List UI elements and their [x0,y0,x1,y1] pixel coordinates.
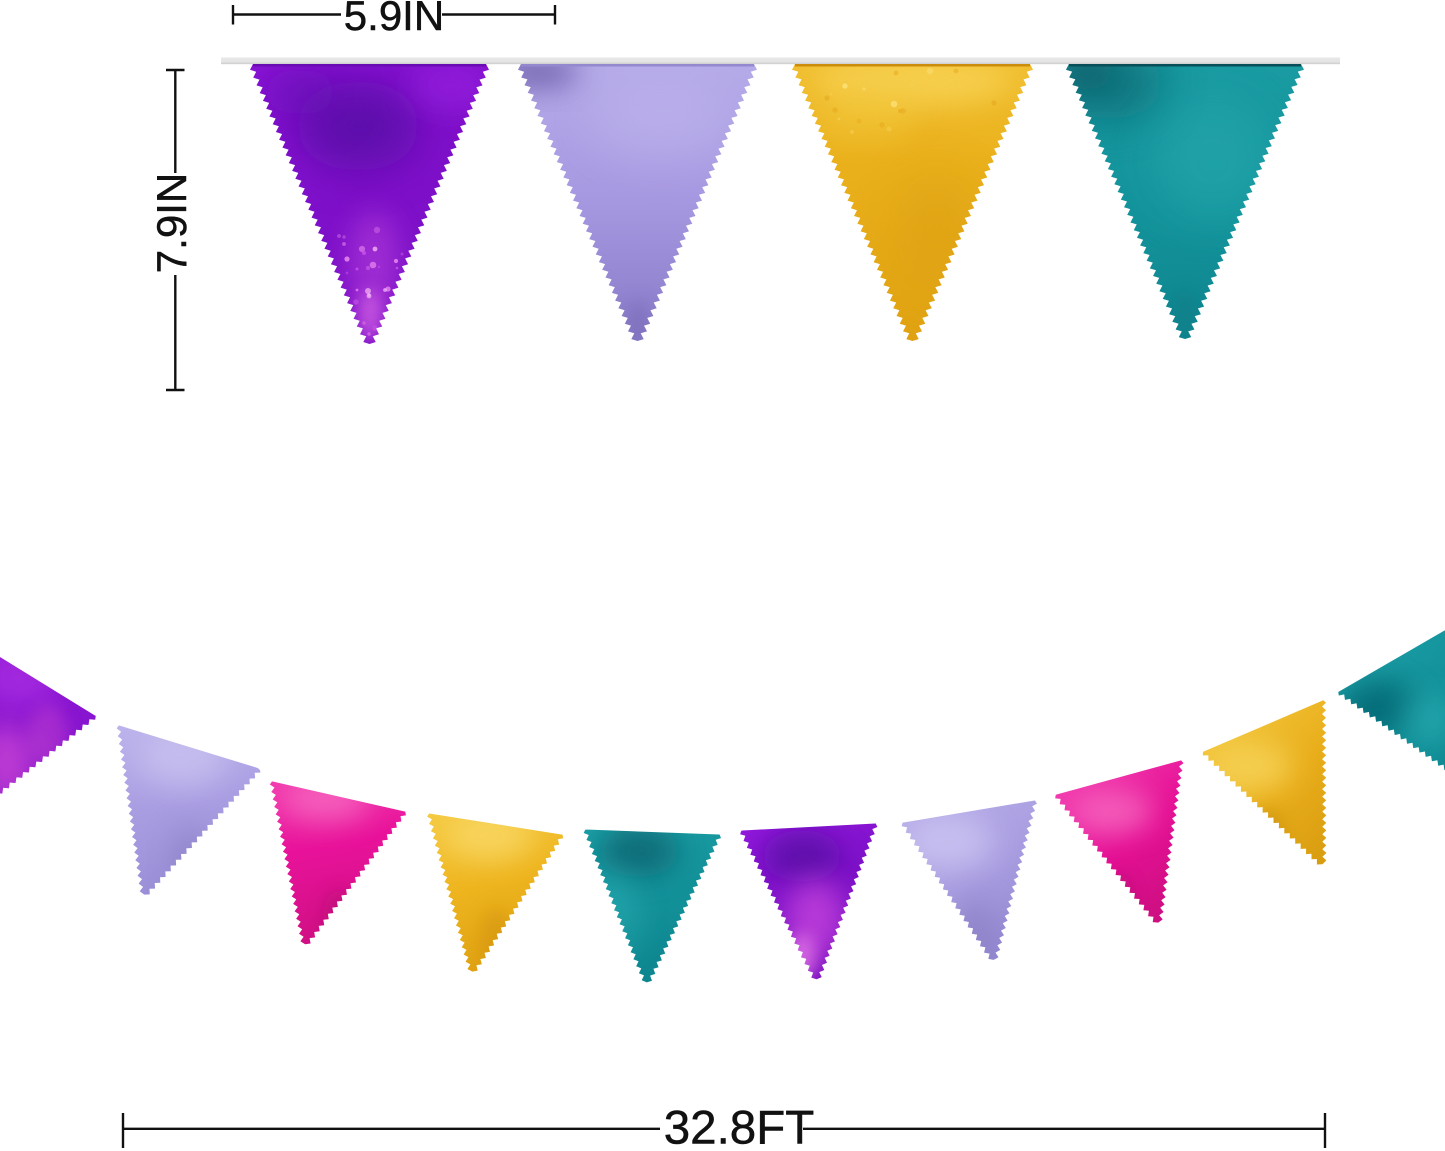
svg-text:32.8FT: 32.8FT [664,1102,814,1151]
svg-text:5.9IN: 5.9IN [344,0,444,39]
svg-text:7.9IN: 7.9IN [148,173,195,273]
